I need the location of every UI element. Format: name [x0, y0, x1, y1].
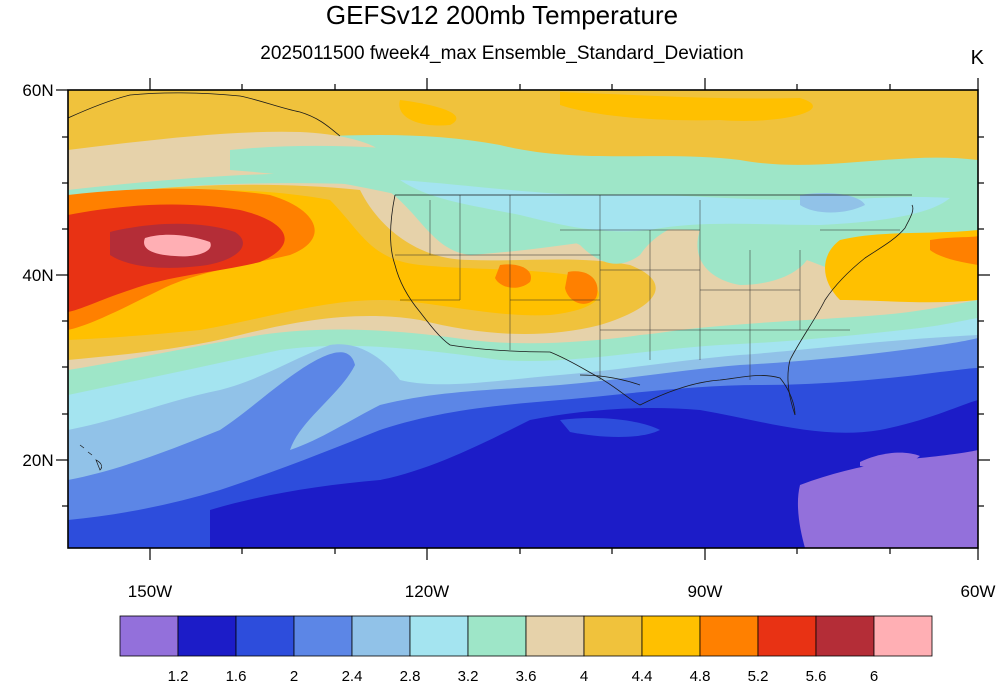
- field-band-3.2-lakes: [697, 228, 810, 285]
- field-patch-gulf: [560, 418, 660, 437]
- colorbar-swatch: [815, 615, 875, 657]
- lon-label-120w: 120W: [405, 582, 449, 601]
- lon-label-60w: 60W: [961, 582, 996, 601]
- colorbar-swatch: [525, 615, 585, 657]
- field-band-4.4-north-b: [399, 100, 457, 126]
- field-band-violet-se: [797, 450, 978, 548]
- colorbar-swatch: [757, 615, 817, 657]
- colorbar-tick-label: 4.4: [632, 668, 653, 683]
- colorbar-labels: 1.2 1.6 2 2.4 2.8 3.2 3.6 4 4.4 4.8 5.2 5.6 6: [168, 668, 879, 683]
- field-band-6.0-pacific: [144, 234, 211, 257]
- hawaii-shapes: [79, 444, 102, 471]
- colorbar-swatch: [177, 615, 237, 657]
- lat-label-40n: 40N: [22, 266, 53, 285]
- colorbar-tick-label: 2: [290, 668, 298, 683]
- figure-subtitle: 2025011500 fweek4_max Ensemble_Standard_…: [260, 43, 744, 64]
- contour-field: [68, 90, 978, 548]
- colorbar-tick-label: 5.2: [748, 668, 769, 683]
- units-label: K: [970, 47, 984, 69]
- field-hotspot-b: [565, 271, 598, 304]
- field-hotspot-a: [495, 264, 531, 288]
- lat-label-60n: 60N: [22, 81, 53, 100]
- map-frame: [67, 89, 979, 549]
- colorbar-tick-label: 2.4: [342, 668, 363, 683]
- field-band-2.4-north: [800, 193, 865, 213]
- colorbar-swatch: [409, 615, 469, 657]
- coastline-alaska: [68, 92, 341, 137]
- colorbar-tick-label: 4.8: [690, 668, 711, 683]
- colorbar-swatch: [699, 615, 759, 657]
- colorbar-tick-label: 6: [870, 668, 878, 683]
- colorbar-tick-label: 3.2: [458, 668, 479, 683]
- lon-label-90w: 90W: [688, 582, 723, 601]
- lon-label-150w: 150W: [128, 582, 172, 601]
- coastlines: [68, 92, 914, 416]
- colorbar-swatch: [641, 615, 701, 657]
- colorbar-swatch: [119, 615, 179, 657]
- field-band-2.8-north: [400, 180, 950, 232]
- coastline-gulf: [449, 344, 796, 416]
- field-band-1.2-south: [210, 400, 978, 548]
- field-band-4.8-east: [930, 236, 978, 265]
- colorbar-swatch: [351, 615, 411, 657]
- colorbar: [119, 615, 933, 657]
- state-border-lines: [395, 195, 900, 380]
- colorbar-tick-label: 5.6: [806, 668, 827, 683]
- colorbar-swatch: [873, 615, 933, 657]
- colorbar-tick-label: 4: [580, 668, 588, 683]
- hawaii-islands: [79, 444, 102, 471]
- coastline-texas: [579, 374, 641, 386]
- colorbar-swatch: [293, 615, 353, 657]
- colorbar-swatch: [583, 615, 643, 657]
- coastline-atlantic: [787, 204, 914, 416]
- colorbar-tick-label: 1.2: [168, 668, 189, 683]
- figure-title: GEFSv12 200mb Temperature: [325, 0, 679, 30]
- colorbar-tick-label: 1.6: [226, 668, 247, 683]
- field-band-violet-patch: [860, 452, 920, 468]
- state-borders: [395, 195, 900, 380]
- colorbar-swatch: [467, 615, 527, 657]
- colorbar-swatch: [235, 615, 295, 657]
- lat-label-20n: 20N: [22, 451, 53, 470]
- axis-ticks: [56, 78, 990, 560]
- colorbar-tick-label: 3.6: [516, 668, 537, 683]
- coastline-pacific-us: [390, 194, 451, 346]
- field-band-4.4-north: [560, 92, 813, 121]
- colorbar-tick-label: 2.8: [400, 668, 421, 683]
